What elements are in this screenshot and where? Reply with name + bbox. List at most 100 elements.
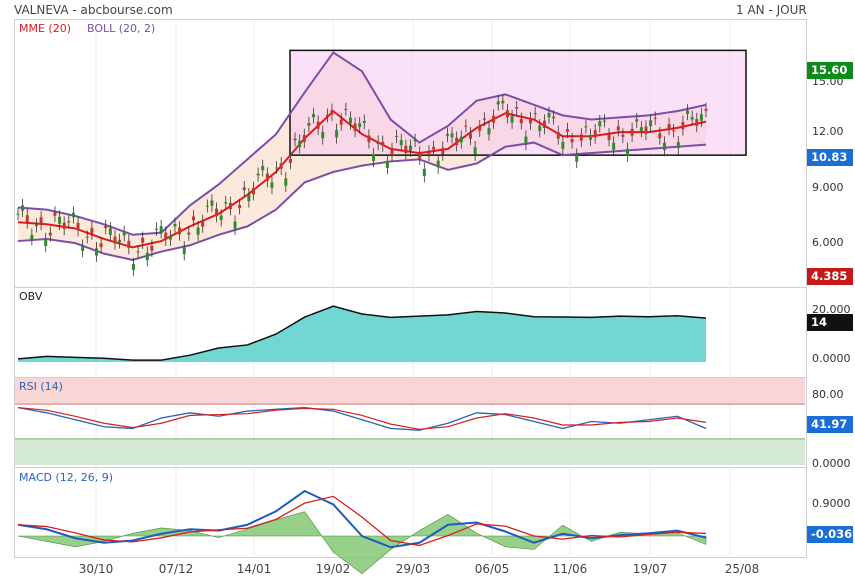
candle-body: [348, 117, 352, 124]
candle-body: [279, 163, 283, 169]
candle-body: [478, 126, 482, 131]
price-tick: 6.000: [812, 236, 844, 249]
candle-body: [307, 123, 311, 126]
candle-body: [575, 154, 579, 162]
candle-body: [34, 224, 38, 227]
candle-body: [191, 216, 195, 221]
candle-body: [136, 251, 140, 253]
candle-body: [441, 147, 445, 155]
candle-body: [127, 240, 131, 248]
candle-body: [399, 140, 403, 146]
candle-body: [302, 134, 306, 142]
last-price-tag: 10.83: [807, 149, 853, 166]
candle-body: [422, 168, 426, 177]
rsi-tick: 0.0000: [812, 457, 851, 470]
x-tick-label: 07/12: [158, 562, 194, 576]
candle-body: [178, 227, 182, 235]
rsi-overbought-zone: [15, 378, 805, 405]
candle-body: [644, 126, 648, 134]
candle-body: [432, 146, 436, 150]
candle-body: [418, 152, 422, 159]
candle-body: [593, 130, 597, 138]
candle-body: [686, 110, 690, 114]
period-label: 1 AN - JOUR: [736, 3, 807, 17]
candle-body: [598, 121, 602, 127]
low-price-tag: 4.385: [807, 268, 853, 285]
candle-body: [122, 231, 126, 236]
candle-body: [607, 134, 611, 141]
price-tick: 9.000: [812, 181, 844, 194]
rsi-label: RSI (14): [19, 380, 63, 393]
obv-area: [18, 306, 706, 362]
candle-body: [298, 140, 302, 148]
candle-body: [108, 228, 112, 235]
chart-header: VALNEVA - abcbourse.com 1 AN - JOUR: [0, 0, 855, 20]
candle-body: [67, 221, 71, 223]
candle-body: [224, 202, 228, 204]
candle-body: [524, 136, 528, 144]
candle-body: [358, 123, 362, 128]
candle-body: [71, 212, 75, 218]
candle-body: [90, 227, 94, 234]
candle-body: [667, 124, 671, 129]
candle-body: [690, 116, 694, 120]
chart-title: VALNEVA - abcbourse.com: [14, 3, 173, 17]
candle-body: [62, 222, 66, 229]
rsi-last-tag: 41.97: [807, 416, 853, 433]
candle-body: [505, 110, 509, 118]
candle-body: [408, 145, 412, 151]
candle-body: [496, 101, 500, 105]
candle-body: [210, 200, 214, 206]
x-tick-label: 19/07: [632, 562, 668, 576]
candle-body: [584, 126, 588, 128]
high-price-tag: 15.60: [807, 62, 853, 79]
macd-panel[interactable]: [14, 467, 807, 558]
candle-body: [385, 160, 389, 169]
x-tick-label: 14/01: [236, 562, 272, 576]
candle-body: [626, 148, 630, 156]
bollinger-upper-line: [17, 51, 707, 236]
x-tick-label: 19/02: [315, 562, 351, 576]
candle-body: [173, 223, 177, 227]
candle-body: [187, 232, 191, 235]
candle-body: [538, 125, 542, 131]
candle-body: [256, 173, 260, 176]
candle-body: [649, 120, 653, 127]
candle-body: [53, 212, 57, 216]
candle-body: [270, 182, 274, 188]
candle-body: [658, 133, 662, 139]
candle-body: [145, 252, 149, 261]
candle-body: [293, 138, 297, 141]
candle-body: [25, 215, 29, 223]
candle-body: [639, 127, 643, 131]
candle-body: [242, 187, 246, 191]
candle-body: [312, 113, 316, 118]
candle-body: [321, 132, 325, 139]
candle-body: [81, 245, 85, 251]
candle-body: [367, 135, 371, 143]
candle-body: [168, 236, 172, 240]
x-tick-label: 06/05: [474, 562, 510, 576]
candle-body: [492, 115, 496, 123]
candle-body: [487, 128, 491, 135]
candle-body: [182, 247, 186, 255]
candle-body: [150, 245, 154, 251]
candle-body: [261, 165, 265, 171]
candle-body: [473, 147, 477, 155]
candle-body: [215, 208, 219, 216]
x-tick-label: 29/03: [395, 562, 431, 576]
candle-body: [589, 134, 593, 140]
candle-body: [672, 130, 676, 132]
candle-body: [85, 236, 89, 238]
candle-body: [699, 114, 703, 121]
obv-tick: 20.000: [812, 303, 851, 316]
candle-body: [76, 222, 80, 231]
candle-body: [353, 123, 357, 131]
candle-body: [196, 227, 200, 235]
candle-body: [616, 126, 620, 131]
rsi-signal-line: [17, 406, 707, 430]
macd-line: [17, 489, 707, 549]
candle-body: [275, 167, 279, 169]
candle-body: [288, 158, 292, 164]
